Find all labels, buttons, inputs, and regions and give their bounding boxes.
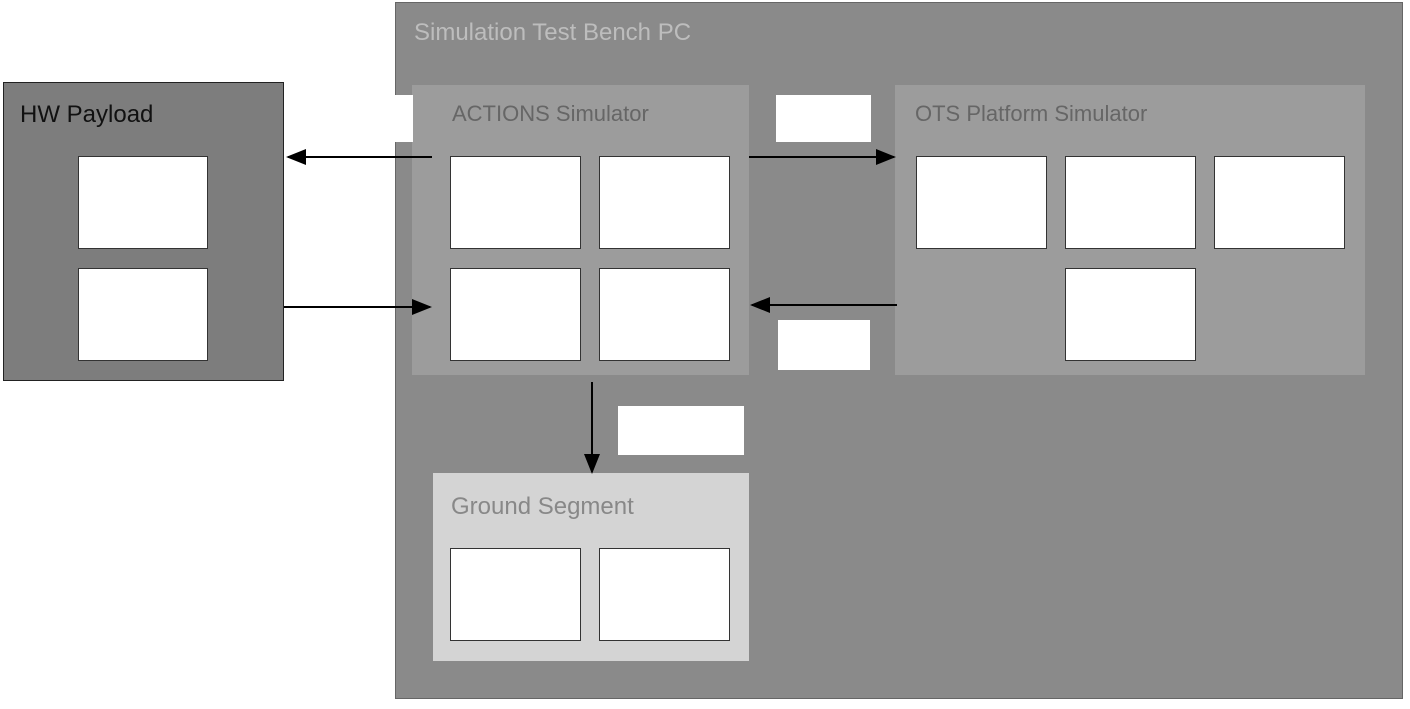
ground-component — [599, 548, 730, 641]
connector-label — [395, 95, 413, 142]
actions-component — [450, 156, 581, 249]
actions-simulator-title: ACTIONS Simulator — [452, 101, 649, 126]
hw-payload-title: HW Payload — [20, 101, 154, 128]
ground-component — [450, 548, 581, 641]
connector-label — [778, 320, 870, 370]
ots-component — [1214, 156, 1345, 249]
ground-segment-title: Ground Segment — [451, 493, 634, 520]
ots-simulator-title: OTS Platform Simulator — [915, 101, 1148, 126]
ots-component — [1065, 156, 1196, 249]
ots-component — [1065, 268, 1196, 361]
actions-component — [599, 156, 730, 249]
actions-component — [599, 268, 730, 361]
connector-label — [776, 95, 871, 142]
test-bench-title: Simulation Test Bench PC — [414, 19, 692, 46]
hw-payload-component — [78, 268, 208, 361]
actions-component — [450, 268, 581, 361]
connector-label — [618, 406, 744, 455]
ots-component — [916, 156, 1047, 249]
hw-payload-component — [78, 156, 208, 249]
